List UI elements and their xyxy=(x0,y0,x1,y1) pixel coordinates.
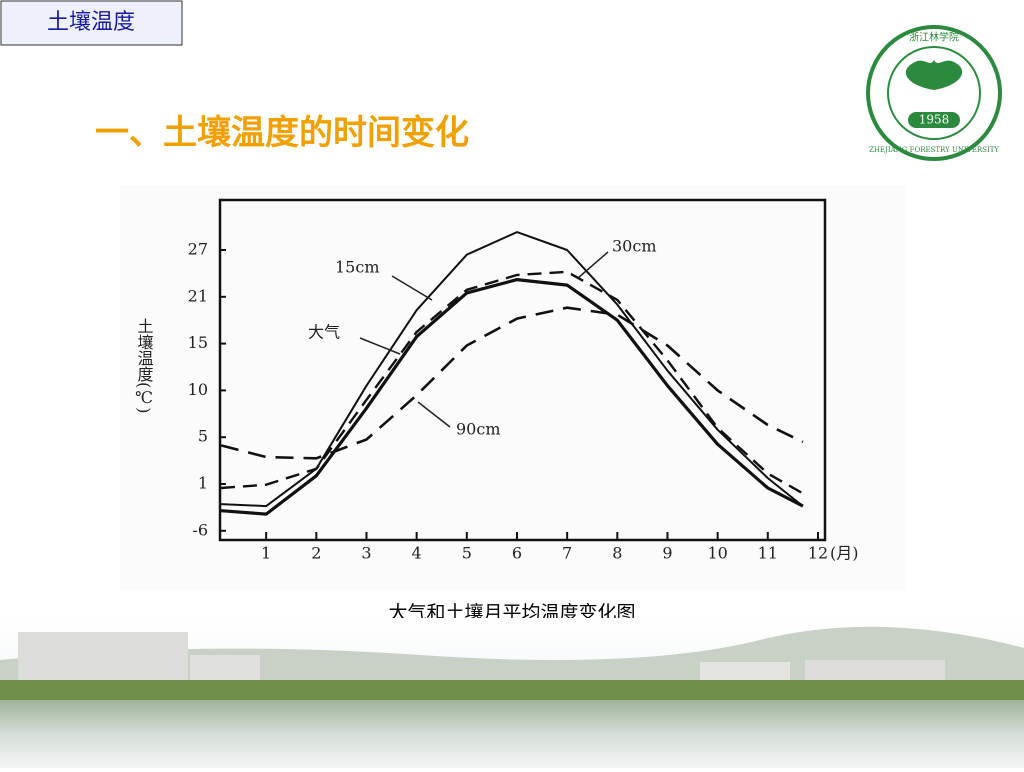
x-tick-label: 11 xyxy=(758,544,778,563)
series-label: 30cm xyxy=(612,237,657,256)
label-leader xyxy=(391,275,433,301)
x-tick-label: 7 xyxy=(562,544,572,563)
series-label: 大气 xyxy=(308,323,340,342)
logo-english: ZHEJIANG FORESTRY UNIVERSITY xyxy=(869,146,999,154)
slide-heading: 一、土壤温度的时间变化 xyxy=(95,113,469,153)
series-label: 90cm xyxy=(456,420,501,439)
label-leader xyxy=(577,251,609,279)
plot-frame xyxy=(218,198,827,542)
y-tick-label: 5 xyxy=(198,427,208,446)
y-axis-label: 土壤温度(℃) xyxy=(135,318,154,413)
series-line xyxy=(220,270,804,495)
y-tick-label: 27 xyxy=(188,240,208,259)
x-tick-label: 12 xyxy=(808,544,828,563)
x-tick-label: 9 xyxy=(662,544,672,563)
series-line xyxy=(220,278,804,516)
x-tick-label: 1 xyxy=(261,544,271,563)
label-leader xyxy=(359,337,401,355)
y-tick-label: 1 xyxy=(198,474,208,493)
slide-tag: 土壤温度 xyxy=(47,10,135,35)
y-tick-label: 15 xyxy=(188,333,208,352)
x-tick-label: 5 xyxy=(462,544,472,563)
series-line xyxy=(220,306,804,460)
y-tick-label: 10 xyxy=(188,380,208,399)
tag-box xyxy=(0,0,183,46)
x-axis-label: (月) xyxy=(830,544,859,563)
x-tick-label: 10 xyxy=(707,544,727,563)
chart-background xyxy=(120,185,905,590)
x-tick-label: 8 xyxy=(612,544,622,563)
y-tick-label: -6 xyxy=(192,520,208,539)
x-tick-label: 6 xyxy=(512,544,522,563)
x-tick-label: 2 xyxy=(311,544,321,563)
y-tick-label: 21 xyxy=(188,286,208,305)
campus-photo xyxy=(0,618,1024,768)
series-label: 15cm xyxy=(335,258,380,277)
logo: 1958 浙江林学院 ZHEJIANG FORESTRY UNIVERSITY xyxy=(866,25,1002,161)
logo-name: 浙江林学院 xyxy=(909,31,959,44)
logo-year: 1958 xyxy=(919,113,950,127)
x-tick-label: 4 xyxy=(412,544,422,563)
x-tick-label: 3 xyxy=(361,544,371,563)
label-leader xyxy=(417,401,451,428)
